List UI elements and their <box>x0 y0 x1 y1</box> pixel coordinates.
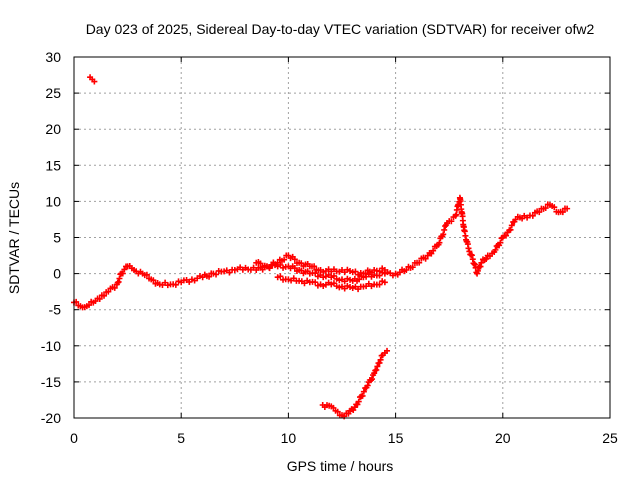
data-point-fill <box>367 377 374 384</box>
data-point-fill <box>373 366 380 373</box>
data-point-fill <box>468 252 475 259</box>
data-point-fill <box>213 271 220 278</box>
data-point-fill <box>356 276 363 283</box>
data-point-fill <box>206 273 213 280</box>
data-point <box>564 205 571 212</box>
data-point <box>381 266 388 273</box>
data-point-fill <box>374 363 381 370</box>
data-point-fill <box>281 256 288 263</box>
data-point-fill <box>542 205 549 212</box>
y-tick-label: -10 <box>41 338 61 354</box>
data-point-fill <box>359 392 366 399</box>
data-point <box>465 245 472 252</box>
chart-title: Day 023 of 2025, Sidereal Day-to-day VTE… <box>86 21 595 37</box>
data-point-fill <box>86 302 93 309</box>
data-point-fill <box>369 376 376 383</box>
data-point-fill <box>536 209 543 216</box>
data-point-fill <box>312 270 319 277</box>
x-axis-label: GPS time / hours <box>287 458 394 474</box>
y-tick-label: 25 <box>45 85 61 101</box>
data-point-fill <box>119 270 126 277</box>
data-point-fill <box>507 226 514 233</box>
data-point-fill <box>101 292 108 299</box>
data-point <box>529 212 536 219</box>
y-tick-label: 30 <box>45 49 61 65</box>
data-point-fill <box>436 239 443 246</box>
data-point <box>274 259 281 266</box>
data-point-fill <box>477 263 484 270</box>
data-point-fill <box>497 239 504 246</box>
data-point-fill <box>116 275 123 282</box>
data-point <box>364 382 371 389</box>
data-point-fill <box>448 218 455 225</box>
data-point <box>91 78 98 85</box>
data-point <box>105 288 112 295</box>
data-point-fill <box>376 281 383 288</box>
plot-border <box>73 56 611 419</box>
data-point-fill <box>312 279 319 286</box>
x-tick-label: 25 <box>602 430 618 446</box>
data-point-fill <box>96 295 103 302</box>
y-tick-label: 20 <box>45 121 61 137</box>
data-point-fill <box>551 204 558 211</box>
series-ofw2-early-outlier <box>87 74 98 85</box>
series-ofw2-lower-branch <box>274 273 388 293</box>
y-tick-label: -20 <box>41 410 61 426</box>
y-tick-label: -15 <box>41 374 61 390</box>
data-point-fill <box>416 259 423 266</box>
data-point-fill <box>559 209 566 216</box>
data-point <box>478 259 485 266</box>
data-point-fill <box>430 247 437 254</box>
y-axis-label: SDTVAR / TECUs <box>6 182 22 294</box>
data-point-fill <box>483 255 490 262</box>
y-tick-label: -5 <box>49 302 62 318</box>
data-point-fill <box>441 226 448 233</box>
data-point <box>403 266 410 273</box>
data-point-fill <box>150 277 157 284</box>
data-point-fill <box>111 284 118 291</box>
data-point-fill <box>115 278 122 285</box>
data-point-fill <box>377 356 384 363</box>
data-point-fill <box>291 265 298 272</box>
series-ofw2-upper-branch <box>253 252 388 278</box>
x-tick-label: 0 <box>70 430 78 446</box>
data-point-fill <box>442 223 449 230</box>
series-ofw2-main <box>71 194 571 311</box>
y-tick-label: 15 <box>45 157 61 173</box>
data-point-fill <box>355 398 362 405</box>
data-point-fill <box>440 231 447 238</box>
data-point <box>384 347 391 354</box>
data-point-fill <box>466 248 473 255</box>
y-tick-label: 0 <box>53 266 61 282</box>
tick-layer: 0 5 10 15 20 25 -20 -15 -10 -5 0 5 10 15 20 25 30 <box>41 49 618 446</box>
x-tick-label: 10 <box>281 430 297 446</box>
grid-layer <box>74 57 610 418</box>
data-point-fill <box>257 260 264 267</box>
y-tick-label: 5 <box>53 230 61 246</box>
data-point-fill <box>172 281 179 288</box>
x-tick-label: 15 <box>388 430 404 446</box>
data-point-fill <box>422 255 429 262</box>
data-point <box>381 279 388 286</box>
data-point-fill <box>474 267 481 274</box>
data-point-fill <box>360 388 367 395</box>
series-ofw2-negative-arc <box>319 347 391 420</box>
data-point-fill <box>334 408 341 415</box>
x-tick-label: 5 <box>177 430 185 446</box>
data-point-fill <box>352 268 359 275</box>
data-point-fill <box>291 256 298 263</box>
data-point-fill <box>311 263 318 270</box>
data-point-fill <box>277 273 284 280</box>
y-tick-label: 10 <box>45 193 61 209</box>
data-points <box>71 74 571 420</box>
data-point-fill <box>503 232 510 239</box>
data-point-fill <box>143 271 150 278</box>
data-point-fill <box>492 246 499 253</box>
data-point-fill <box>508 222 515 229</box>
data-point-fill <box>409 264 416 271</box>
data-point-fill <box>376 359 383 366</box>
x-tick-label: 20 <box>495 430 511 446</box>
